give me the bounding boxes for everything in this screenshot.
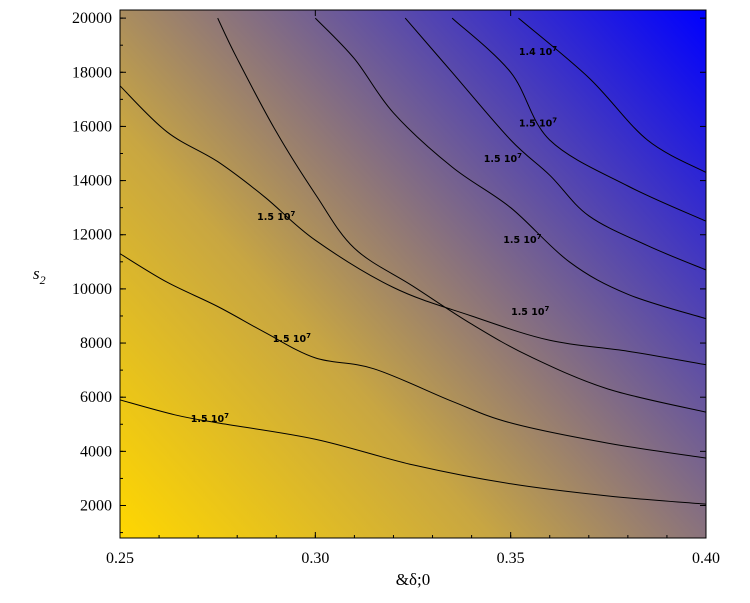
y-tick-label: 18000 xyxy=(72,64,112,81)
contour-line-1 xyxy=(120,399,706,505)
plot-frame xyxy=(119,9,707,539)
y-tick-label: 6000 xyxy=(80,389,112,406)
contour-label-2: 1.5 107 xyxy=(273,332,311,345)
contour-line-4 xyxy=(120,85,706,366)
contour-line-5 xyxy=(314,17,706,320)
y-tick-label: 4000 xyxy=(80,443,112,460)
y-tick-label: 8000 xyxy=(80,335,112,352)
x-tick-label: 0.40 xyxy=(692,550,720,567)
plot-background xyxy=(120,10,706,538)
y-tick-label: 12000 xyxy=(72,227,112,244)
contour-line-8 xyxy=(518,17,706,173)
axes: 0.25 0.30 0.35 0.40 2000 4000 6000 8000 10000 120… xyxy=(72,10,720,567)
contour-labels: 1.5 107 1.5 107 1.5 107 1.5 107 1.5 107 1.5 1… xyxy=(191,45,558,425)
y-tick-label: 14000 xyxy=(72,173,112,190)
x-axis-title: &δ;0 xyxy=(396,570,430,589)
contour-label-5: 1.5 107 xyxy=(503,233,541,246)
contour-line-7 xyxy=(451,17,706,222)
y-tick-label: 2000 xyxy=(80,498,112,515)
y-tick-label: 20000 xyxy=(72,10,112,27)
contour-label-8: 1.4 107 xyxy=(519,45,557,58)
contour-label-4: 1.5 107 xyxy=(511,305,549,318)
contour-label-6: 1.5 107 xyxy=(484,152,522,165)
contour-line-2 xyxy=(120,253,706,459)
contour-line-6 xyxy=(404,17,706,271)
y-axis-title: s2 xyxy=(33,264,46,287)
contour-lines xyxy=(120,17,706,505)
contour-label-7: 1.5 107 xyxy=(519,117,557,130)
y-tick-label: 10000 xyxy=(72,281,112,298)
x-tick-label: 0.35 xyxy=(497,550,525,567)
y-tick-label: 16000 xyxy=(72,118,112,135)
x-tick-label: 0.30 xyxy=(301,550,329,567)
contour-label-1: 1.5 107 xyxy=(191,412,229,425)
x-tick-label: 0.25 xyxy=(106,550,134,567)
contour-line-3 xyxy=(217,17,706,413)
contour-label-3: 1.5 107 xyxy=(257,210,295,223)
